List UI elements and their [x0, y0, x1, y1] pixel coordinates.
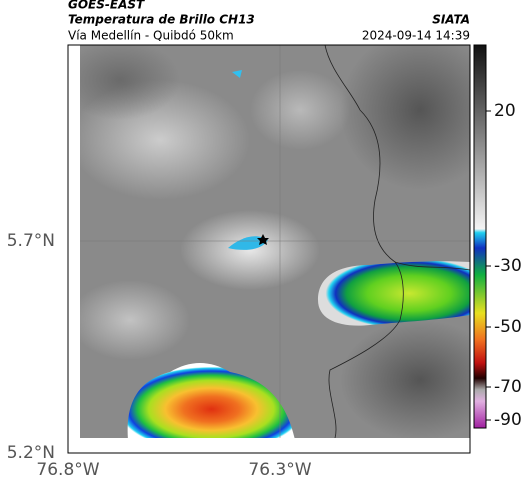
colorbar	[473, 44, 487, 429]
lon-label: 76.3°W	[248, 460, 311, 480]
map-frame	[67, 44, 471, 454]
colorbar-label: -30	[494, 256, 522, 276]
colorbar-label: -70	[494, 377, 522, 397]
route-label: Vía Medellín - Quibdó 50km	[68, 29, 234, 43]
lat-label: 5.2°N	[7, 443, 55, 463]
product-title: Temperatura de Brillo CH13	[68, 13, 255, 27]
timestamp-label: 2024-09-14 14:39	[362, 29, 470, 43]
colorbar-label: -90	[494, 410, 522, 430]
agency-label: SIATA	[432, 13, 470, 27]
source-title: GOES-EAST	[68, 0, 145, 12]
lat-label: 5.7°N	[7, 231, 55, 251]
colorbar-label: -50	[494, 317, 522, 337]
colorbar-label: 20	[494, 101, 516, 121]
satellite-image	[80, 45, 470, 438]
lon-label: 76.8°W	[36, 460, 99, 480]
